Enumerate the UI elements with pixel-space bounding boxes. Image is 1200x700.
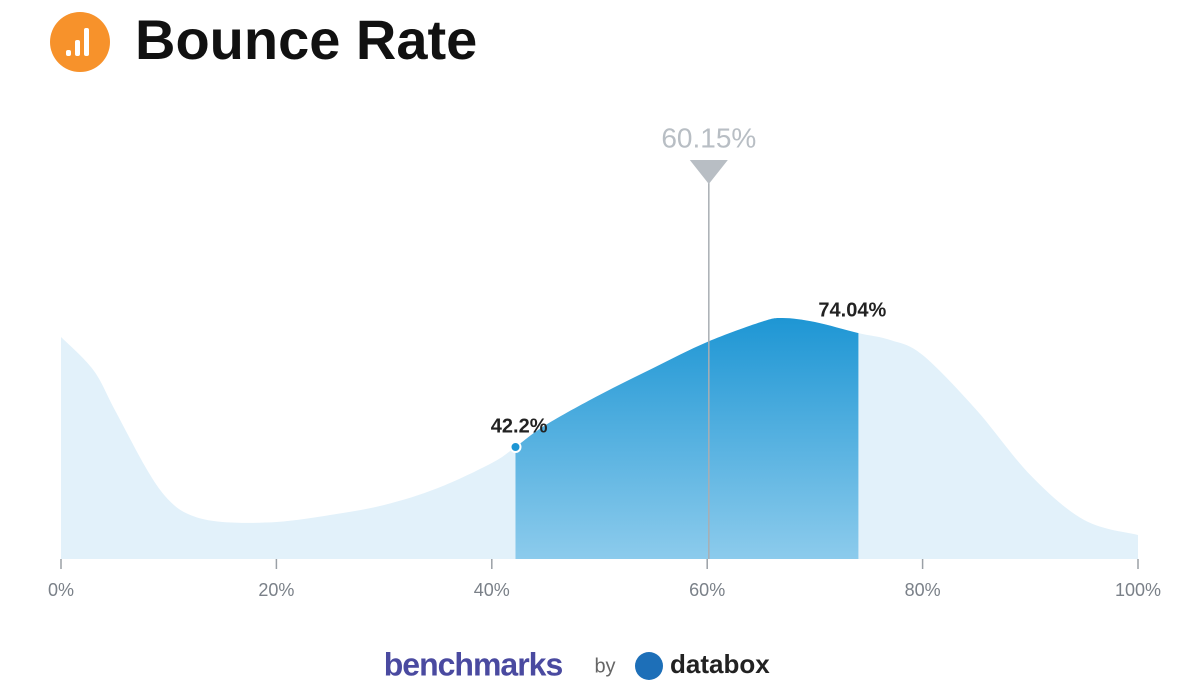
median-marker xyxy=(689,160,728,184)
range-high-label: 74.04% xyxy=(818,299,886,321)
logo-icon xyxy=(635,652,663,680)
x-tick-label: 80% xyxy=(905,580,941,600)
footer-by: by xyxy=(594,655,615,677)
x-tick-label: 100% xyxy=(1115,580,1161,600)
x-tick-label: 0% xyxy=(48,580,74,600)
chart-title: Bounce Rate xyxy=(135,8,477,71)
range-low-dot xyxy=(509,441,522,453)
median-label: 60.15% xyxy=(661,122,756,153)
x-tick-label: 60% xyxy=(689,580,725,600)
x-tick-label: 20% xyxy=(258,580,294,600)
x-tick-label: 40% xyxy=(474,580,510,600)
footer-brand: benchmarks xyxy=(384,646,563,682)
highlight-area xyxy=(515,318,859,559)
title-icon xyxy=(50,12,110,72)
range-low-label: 42.2% xyxy=(491,415,548,437)
footer-logo: databox xyxy=(670,649,770,679)
footer: benchmarks by databox xyxy=(384,646,770,682)
